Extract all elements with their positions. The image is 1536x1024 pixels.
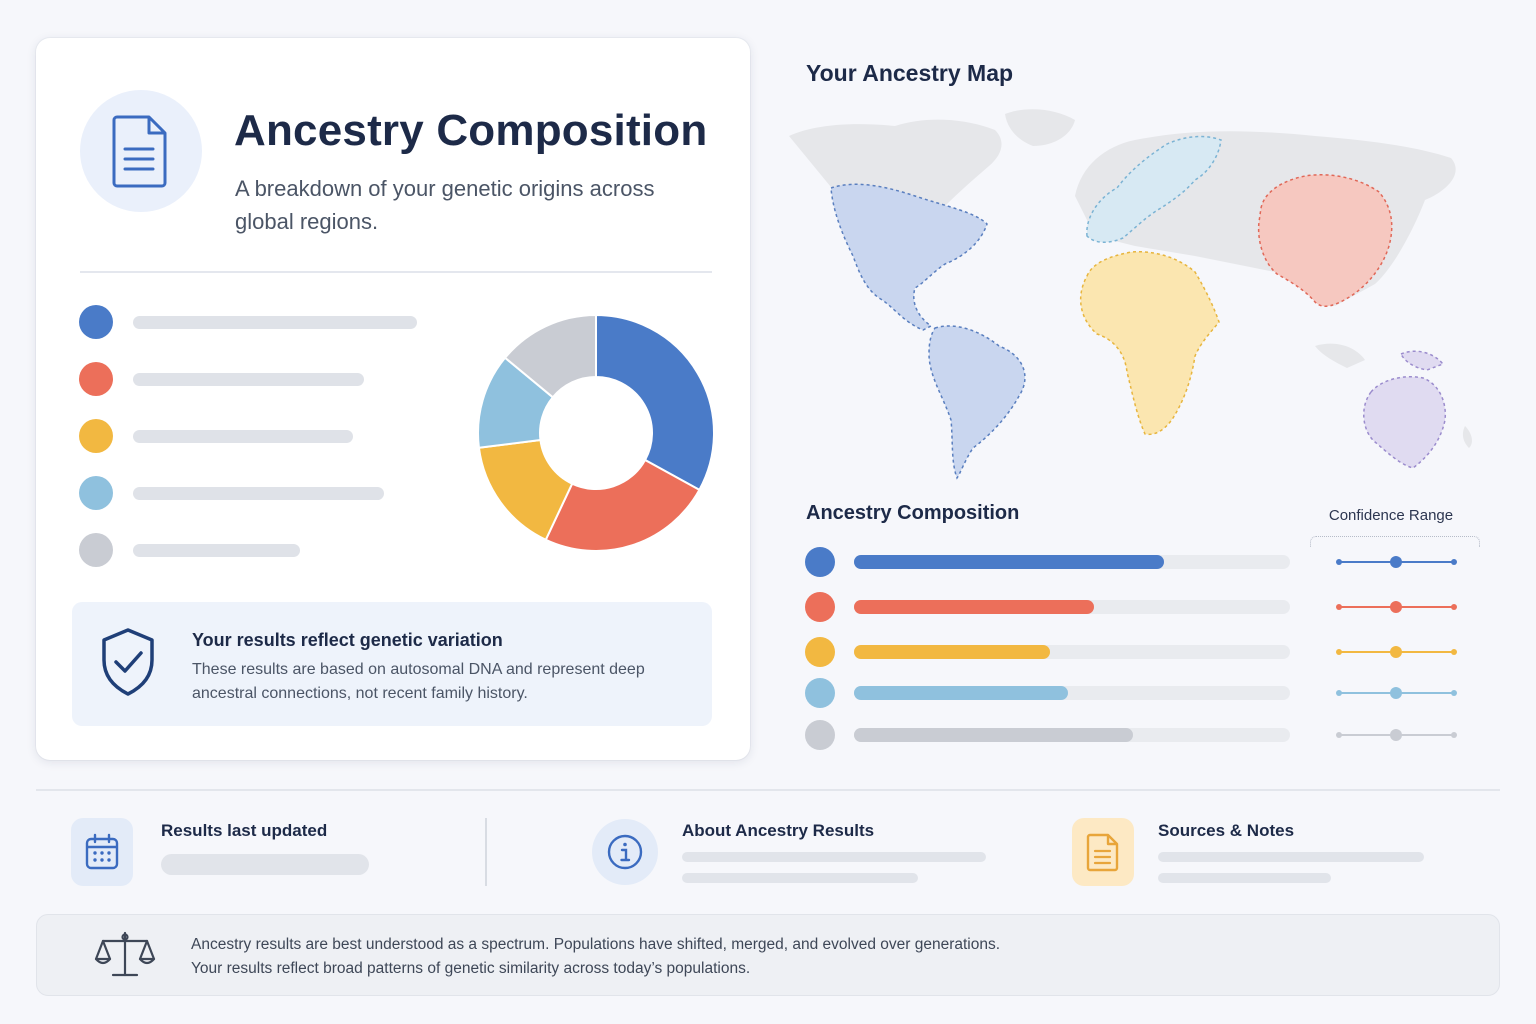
ancestry-world-map	[789, 109, 1472, 480]
note-title: Your results reflect genetic variation	[192, 630, 503, 650]
donut-segment-blue[interactable]	[595, 313, 715, 492]
map-region-africa[interactable]	[1079, 250, 1220, 436]
composition-fill	[854, 728, 1134, 742]
composition-row[interactable]	[805, 592, 1460, 622]
composition-track	[854, 555, 1290, 569]
composition-track	[854, 645, 1290, 659]
legend-item[interactable]	[79, 476, 439, 510]
legend-swatch	[79, 533, 113, 567]
card-subtitle: A breakdown of your genetic origins acro…	[235, 176, 655, 234]
map-region-north-america[interactable]	[830, 183, 988, 331]
sources-notes-line-placeholder	[1158, 873, 1331, 883]
notes-document-icon[interactable]	[1072, 818, 1134, 886]
card-title: Ancestry Composition	[234, 106, 708, 155]
confidence-range-title: Confidence Range	[1328, 507, 1454, 524]
map-title: Your Ancestry Map	[806, 60, 1014, 86]
legend-label-placeholder	[133, 544, 300, 557]
composition-swatch	[805, 678, 835, 708]
legend-item[interactable]	[79, 305, 439, 339]
confidence-bracket	[1310, 536, 1480, 547]
disclaimer-line-2: Your results reflect broad patterns of g…	[191, 960, 751, 977]
composition-swatch	[805, 592, 835, 622]
composition-fill	[854, 555, 1164, 569]
composition-swatch	[805, 720, 835, 750]
footer-divider	[36, 789, 1500, 791]
donut-segment-gray[interactable]	[503, 313, 597, 399]
map-region-oceania[interactable]	[1363, 376, 1447, 469]
composition-track	[854, 728, 1290, 742]
about-results-title[interactable]: About Ancestry Results	[682, 821, 875, 840]
results-updated-value-placeholder	[161, 854, 369, 875]
legend-label-placeholder	[133, 316, 417, 329]
genetic-variation-note: Your results reflect genetic variation T…	[72, 602, 712, 726]
footer-separator	[485, 818, 487, 886]
ancestry-composition-card: Ancestry Composition A breakdown of your…	[36, 38, 750, 760]
map-region-europe[interactable]	[1086, 135, 1222, 243]
about-results-line-placeholder	[682, 873, 918, 883]
info-icon[interactable]	[592, 819, 658, 885]
note-text: These results are based on autosomal DNA…	[192, 661, 645, 702]
map-region-east-asia[interactable]	[1257, 174, 1393, 307]
calendar-icon	[71, 818, 133, 886]
sources-notes-line-placeholder	[1158, 852, 1424, 862]
document-icon	[80, 90, 202, 212]
composition-row[interactable]	[805, 547, 1460, 577]
map-region-oceania-islands[interactable]	[1399, 350, 1445, 371]
composition-row[interactable]	[805, 678, 1460, 708]
disclaimer-banner: Ancestry results are best understood as …	[36, 914, 1500, 996]
composition-fill	[854, 686, 1068, 700]
legend-swatch	[79, 362, 113, 396]
legend-label-placeholder	[133, 430, 353, 443]
legend-item[interactable]	[79, 362, 439, 396]
legend-item[interactable]	[79, 533, 439, 567]
legend-label-placeholder	[133, 487, 384, 500]
legend-swatch	[79, 476, 113, 510]
composition-title: Ancestry Composition	[806, 502, 1020, 524]
legend-swatch	[79, 419, 113, 453]
disclaimer-line-1: Ancestry results are best understood as …	[191, 936, 1001, 953]
legend-item[interactable]	[79, 419, 439, 453]
donut-segment-red[interactable]	[544, 458, 701, 552]
composition-track	[854, 686, 1290, 700]
ancestry-donut-chart	[477, 313, 715, 552]
about-results-line-placeholder	[682, 852, 986, 862]
sources-notes-title[interactable]: Sources & Notes	[1158, 821, 1295, 840]
composition-swatch	[805, 637, 835, 667]
legend-label-placeholder	[133, 373, 364, 386]
composition-fill	[854, 645, 1051, 659]
composition-swatch	[805, 547, 835, 577]
composition-track	[854, 600, 1290, 614]
shield-check-icon	[102, 628, 154, 696]
legend-swatch	[79, 305, 113, 339]
scales-icon	[94, 931, 156, 977]
disclaimer-text: Ancestry results are best understood as …	[191, 933, 1191, 981]
results-updated-title: Results last updated	[161, 821, 328, 840]
composition-fill	[854, 600, 1094, 614]
composition-row[interactable]	[805, 637, 1460, 667]
map-region-south-america[interactable]	[928, 325, 1026, 480]
composition-row[interactable]	[805, 720, 1460, 750]
divider	[80, 271, 712, 273]
